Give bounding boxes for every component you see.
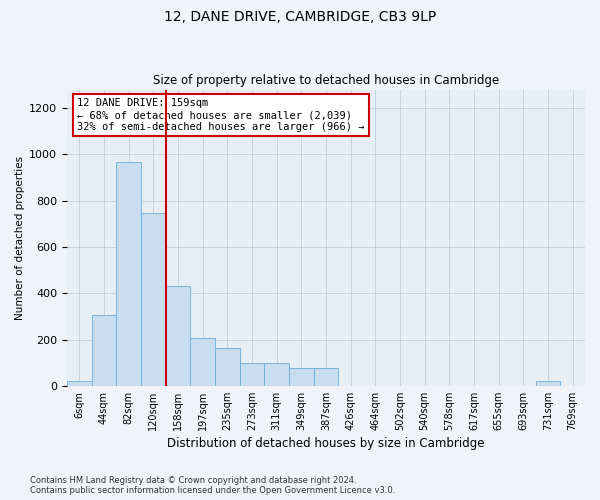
X-axis label: Distribution of detached houses by size in Cambridge: Distribution of detached houses by size … (167, 437, 485, 450)
Text: Contains HM Land Registry data © Crown copyright and database right 2024.
Contai: Contains HM Land Registry data © Crown c… (30, 476, 395, 495)
Bar (116, 162, 141, 386)
Bar (536, 380, 560, 386)
Text: 12, DANE DRIVE, CAMBRIDGE, CB3 9LP: 12, DANE DRIVE, CAMBRIDGE, CB3 9LP (164, 10, 436, 24)
Bar (92, 315, 116, 386)
Bar (289, 368, 314, 386)
Bar (67, 380, 92, 386)
Bar (265, 362, 289, 386)
Bar (215, 348, 239, 386)
Bar (314, 368, 338, 386)
Bar (166, 286, 190, 386)
Bar (190, 338, 215, 386)
Bar (141, 214, 166, 386)
Y-axis label: Number of detached properties: Number of detached properties (15, 156, 25, 320)
Text: 12 DANE DRIVE: 159sqm
← 68% of detached houses are smaller (2,039)
32% of semi-d: 12 DANE DRIVE: 159sqm ← 68% of detached … (77, 98, 365, 132)
Bar (239, 362, 265, 386)
Title: Size of property relative to detached houses in Cambridge: Size of property relative to detached ho… (153, 74, 499, 87)
